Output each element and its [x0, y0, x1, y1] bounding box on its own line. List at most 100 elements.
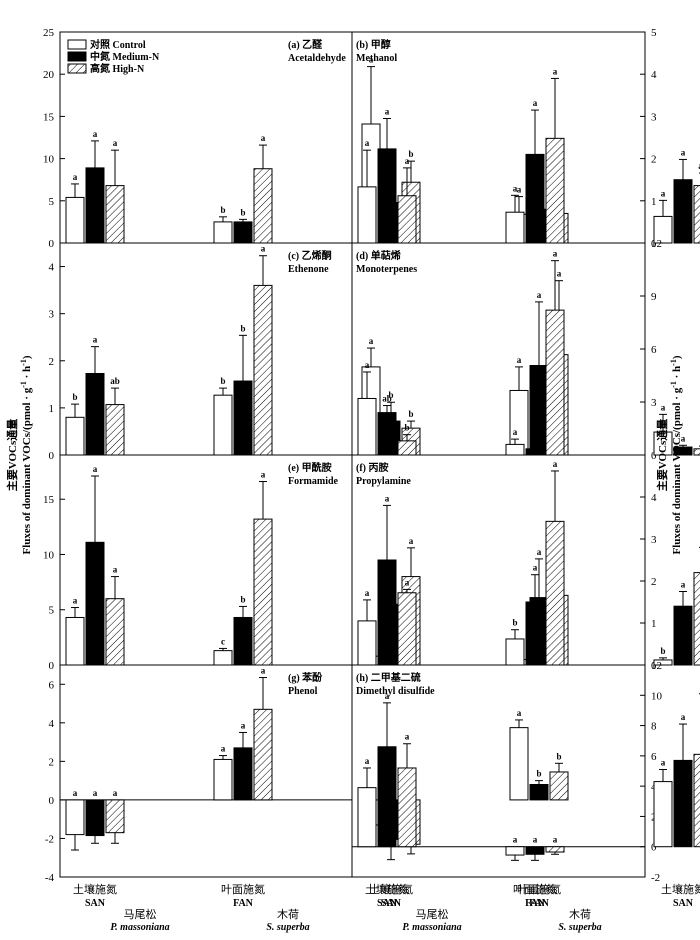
panel-title-cn: (f) 丙胺: [356, 461, 389, 474]
bar-f-g0-s0: [357, 620, 377, 666]
sig-letter: b: [240, 323, 245, 333]
sig-letter: b: [660, 646, 665, 656]
sig-letter: b: [240, 207, 245, 217]
sig-letter: b: [404, 423, 409, 433]
sig-letter: c: [221, 636, 225, 646]
bar-d-g0-s0: [357, 397, 377, 456]
bar-f-g1-s1: [525, 601, 545, 666]
sig-letter: a: [385, 107, 390, 117]
y-title-part: -1: [19, 381, 28, 388]
y-tick-label: 2: [49, 356, 55, 368]
legend-label: 对照 Control: [90, 38, 146, 51]
bar-c-g0-s1: [85, 372, 105, 456]
y-tick-label: 1: [651, 618, 657, 630]
y-title-part: · h: [671, 366, 683, 381]
sig-letter: b: [532, 435, 537, 445]
sig-letter: a: [93, 464, 98, 474]
sig-letter: a: [113, 788, 118, 798]
y-tick-label: 15: [43, 111, 55, 123]
bar-h-g1-s2: [545, 846, 565, 853]
y-tick-label: 10: [651, 690, 663, 702]
y-tick-label: 2: [651, 576, 657, 588]
x-group-en: SAN: [673, 898, 694, 909]
sig-letter: a: [409, 536, 414, 546]
y-tick-label: 4: [49, 262, 55, 274]
y-title-part: · h: [21, 366, 33, 381]
bar-e-g0-s1: [85, 541, 105, 666]
bar-d-g0-s1: [377, 412, 397, 456]
sig-letter: ab: [382, 394, 392, 404]
panel-title-en: Acetaldehyde: [288, 53, 346, 64]
y-tick-label: 2: [49, 756, 55, 768]
panel-title-cn: (c) 乙烯酮: [288, 249, 332, 262]
bar-f-g0-s2: [397, 592, 417, 666]
y-title-part: Fluxes of dominant VOCs/(pmol · g: [21, 387, 33, 554]
y-tick-label: 3: [651, 397, 657, 409]
panel-title-en: Methanol: [356, 53, 397, 64]
x-group-cn: 土壤施氮: [73, 882, 117, 896]
bar-h-g1-s1: [525, 846, 545, 855]
sig-letter: a: [261, 133, 266, 143]
y-tick-label: 0: [49, 795, 55, 807]
legend-swatch: [67, 63, 87, 74]
bar-a-g1-s1: [233, 221, 253, 244]
bar-d-g0-s2: [397, 440, 417, 456]
panel-title-cn: (e) 甲酰胺: [288, 461, 332, 474]
sig-letter: a: [533, 98, 538, 108]
sig-letter: a: [73, 596, 78, 606]
y-tick-label: 1: [49, 403, 55, 415]
y-tick-label: 3: [651, 534, 657, 546]
sig-letter: a: [553, 66, 558, 76]
x-species-latin: S. superba: [266, 922, 309, 933]
y-tick-label: 4: [651, 69, 657, 81]
bar-h-g2-s2: [693, 753, 700, 848]
sig-letter: a: [553, 835, 558, 845]
sig-letter: a: [365, 756, 370, 766]
y-tick-label: 5: [651, 27, 657, 39]
sig-letter: b: [408, 409, 413, 419]
y-axis-titles: 主要VOCs通量 Fluxes of dominant VOCs/(pmol · …: [5, 355, 683, 554]
sig-letter: a: [513, 183, 518, 193]
sig-letter: a: [513, 835, 518, 845]
x-species-latin: S. superba: [558, 922, 601, 933]
sig-letter: a: [553, 459, 558, 469]
y-tick-label: -4: [45, 872, 55, 884]
x-species-latin: P. massoniana: [402, 922, 461, 933]
sig-letter: b: [220, 376, 225, 386]
sig-letter: ab: [698, 161, 700, 171]
x-species-latin: P. massoniana: [110, 922, 169, 933]
y-axis-title-cn-right: 主要VOCs通量: [655, 419, 669, 492]
sig-letter: a: [113, 138, 118, 148]
bar-g-g0-s0: [65, 799, 85, 836]
panel-g: -4 -2 0 2 4 6 (g) 苯酚 Phenol a a a a a a a a a a b b: [45, 664, 569, 884]
panel-frame: [351, 664, 646, 878]
legend-swatch: [67, 51, 87, 62]
bar-a-g1-s0: [213, 221, 233, 244]
sig-letter: a: [221, 744, 226, 754]
x-group-en: SAN: [381, 898, 402, 909]
bar-a-g0-s2: [105, 185, 125, 244]
sig-letter: a: [261, 470, 266, 480]
y-axis-title-en-right: Fluxes of dominant VOCs/(pmol · g-1 · h-…: [669, 355, 683, 554]
x-species-cn: 马尾松: [416, 907, 449, 921]
sig-letter: a: [661, 757, 666, 767]
x-group-en: FAN: [233, 898, 254, 909]
bar-e-g1-s2: [253, 518, 273, 666]
bar-b-g0-s0: [357, 186, 377, 244]
bar-e-g1-s0: [213, 650, 233, 666]
bar-a-g1-s2: [253, 168, 273, 244]
x-group-en: FAN: [529, 898, 550, 909]
bar-f-g1-s2: [545, 520, 565, 666]
bar-c-g0-s2: [105, 404, 125, 456]
y-tick-label: 12: [651, 238, 662, 250]
sig-letter: a: [661, 402, 666, 412]
bar-b-g1-s1: [525, 153, 545, 244]
x-group-en: SAN: [377, 898, 398, 909]
bar-b-g2-s1: [673, 179, 693, 244]
bar-c-g1-s2: [253, 284, 273, 456]
y-tick-label: 0: [49, 660, 55, 672]
bar-c-g1-s1: [233, 380, 253, 456]
